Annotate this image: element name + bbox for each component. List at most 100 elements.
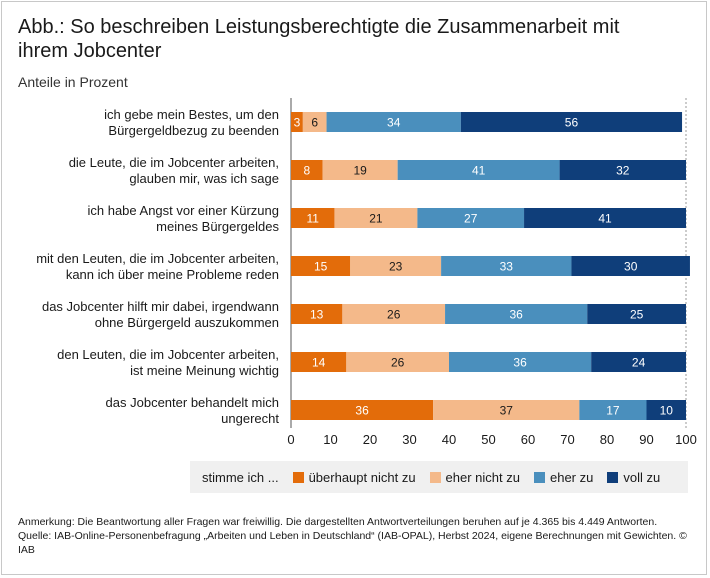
data-label: 3 [294, 116, 301, 130]
data-label: 26 [391, 356, 405, 370]
data-label: 10 [660, 404, 674, 418]
category-label: meines Bürgergeldes [156, 219, 279, 234]
bar-segment [445, 304, 588, 324]
x-tick-label: 40 [442, 432, 456, 447]
x-tick-label: 0 [287, 432, 294, 447]
legend-item-voll-zu: voll zu [607, 470, 660, 485]
bar-segment [326, 112, 461, 132]
x-tick-label: 90 [639, 432, 653, 447]
data-label: 11 [306, 212, 319, 226]
category-label: kann ich über meine Probleme reden [66, 267, 279, 282]
category-label: mit den Leuten, die im Jobcenter arbeite… [36, 251, 279, 266]
bar-segment [346, 352, 449, 372]
data-label: 36 [355, 404, 369, 418]
bar-segment [591, 352, 686, 372]
legend-label: voll zu [623, 469, 661, 485]
legend-label: überhaupt nicht zu [308, 469, 416, 485]
category-label: das Jobcenter hilft mir dabei, irgendwan… [42, 299, 279, 314]
data-label: 6 [311, 116, 318, 130]
bar-segment [291, 256, 351, 276]
bar-segment [449, 352, 592, 372]
x-tick-label: 10 [323, 432, 337, 447]
chart-subtitle: Anteile in Prozent [18, 74, 128, 90]
legend-item-ueberhaupt-nicht-zu: überhaupt nicht zu [292, 469, 416, 485]
data-label: 36 [513, 356, 527, 370]
data-label: 24 [632, 356, 646, 370]
data-label: 15 [314, 260, 328, 274]
bar-segment [350, 256, 442, 276]
data-label: 17 [606, 404, 620, 418]
legend-swatch [292, 471, 304, 483]
category-label: ohne Bürgergeld auszukommen [95, 315, 279, 330]
category-label: ungerecht [221, 411, 279, 426]
x-tick-label: 50 [481, 432, 495, 447]
data-label: 23 [389, 260, 403, 274]
data-label: 8 [303, 164, 310, 178]
bar-segment [302, 112, 327, 132]
category-label: ist meine Meinung wichtig [130, 363, 279, 378]
bar-segment [342, 304, 446, 324]
bar-segment [524, 208, 686, 228]
bar-segment [334, 208, 418, 228]
bar-segment [433, 400, 580, 420]
legend-label: eher nicht zu [445, 469, 520, 485]
legend-swatch [607, 471, 619, 483]
category-label: ich gebe mein Bestes, um den [104, 107, 279, 122]
bar-segment [291, 208, 335, 228]
category-label: das Jobcenter behandelt mich [106, 395, 279, 410]
data-label: 36 [509, 308, 523, 322]
footnotes: Anmerkung: Die Beantwortung aller Fragen… [18, 515, 698, 557]
legend-label: eher zu [549, 469, 594, 485]
data-label: 33 [500, 260, 514, 274]
data-label: 41 [598, 212, 612, 226]
stacked-bar-chart: 0 10 20 30 40 50 60 70 80 90 100 ich gebe mein Best… [36, 98, 697, 447]
legend-swatch [429, 471, 441, 483]
x-tick-label: 20 [363, 432, 377, 447]
data-label: 37 [500, 404, 514, 418]
data-label: 30 [624, 260, 638, 274]
legend-item-eher-nicht-zu: eher nicht zu [429, 469, 520, 485]
bar-segment [322, 160, 398, 180]
data-label: 14 [312, 356, 326, 370]
data-label: 32 [616, 164, 630, 178]
legend-swatch [533, 471, 545, 483]
legend-item-eher-zu: eher zu [533, 469, 594, 485]
bar-segment [397, 160, 560, 180]
legend-prefix: stimme ich ... [202, 469, 279, 485]
data-label: 27 [464, 212, 478, 226]
category-label: Bürgergeldbezug zu beenden [108, 123, 279, 138]
category-label: glauben mir, was ich sage [129, 171, 279, 186]
x-tick-label: 100 [675, 432, 697, 447]
data-label: 41 [472, 164, 486, 178]
bar-segment [559, 160, 686, 180]
footnote-source: Quelle: IAB-Online-Personenbefragung „Ar… [18, 530, 687, 556]
category-label: ich habe Angst vor einer Kürzung [87, 203, 279, 218]
x-tick-label: 80 [600, 432, 614, 447]
data-label: 13 [310, 308, 324, 322]
category-label: die Leute, die im Jobcenter arbeiten, [69, 155, 279, 170]
legend: stimme ich ... überhaupt nicht zu eher n… [190, 461, 688, 493]
bar-segment [587, 304, 686, 324]
data-label: 56 [565, 116, 579, 130]
bar-segment [291, 352, 347, 372]
bar-segment [291, 400, 434, 420]
bar-segment [417, 208, 525, 228]
x-tick-label: 30 [402, 432, 416, 447]
data-label: 19 [353, 164, 367, 178]
footnote-annotation: Anmerkung: Die Beantwortung aller Fragen… [18, 516, 658, 528]
bar-segment [291, 160, 323, 180]
bar-segment [571, 256, 690, 276]
chart-title: Abb.: So beschreiben Leistungsberechtigt… [18, 16, 620, 62]
bar-segment [441, 256, 572, 276]
data-label: 25 [630, 308, 644, 322]
data-label: 26 [387, 308, 401, 322]
x-tick-label: 70 [560, 432, 574, 447]
bar-segment [291, 304, 343, 324]
bar-segment [291, 112, 303, 132]
category-label: den Leuten, die im Jobcenter arbeiten, [57, 347, 279, 362]
x-tick-label: 60 [521, 432, 535, 447]
bar-segment [460, 112, 683, 132]
bar-segment [579, 400, 647, 420]
data-label: 34 [387, 116, 401, 130]
data-label: 21 [369, 212, 383, 226]
